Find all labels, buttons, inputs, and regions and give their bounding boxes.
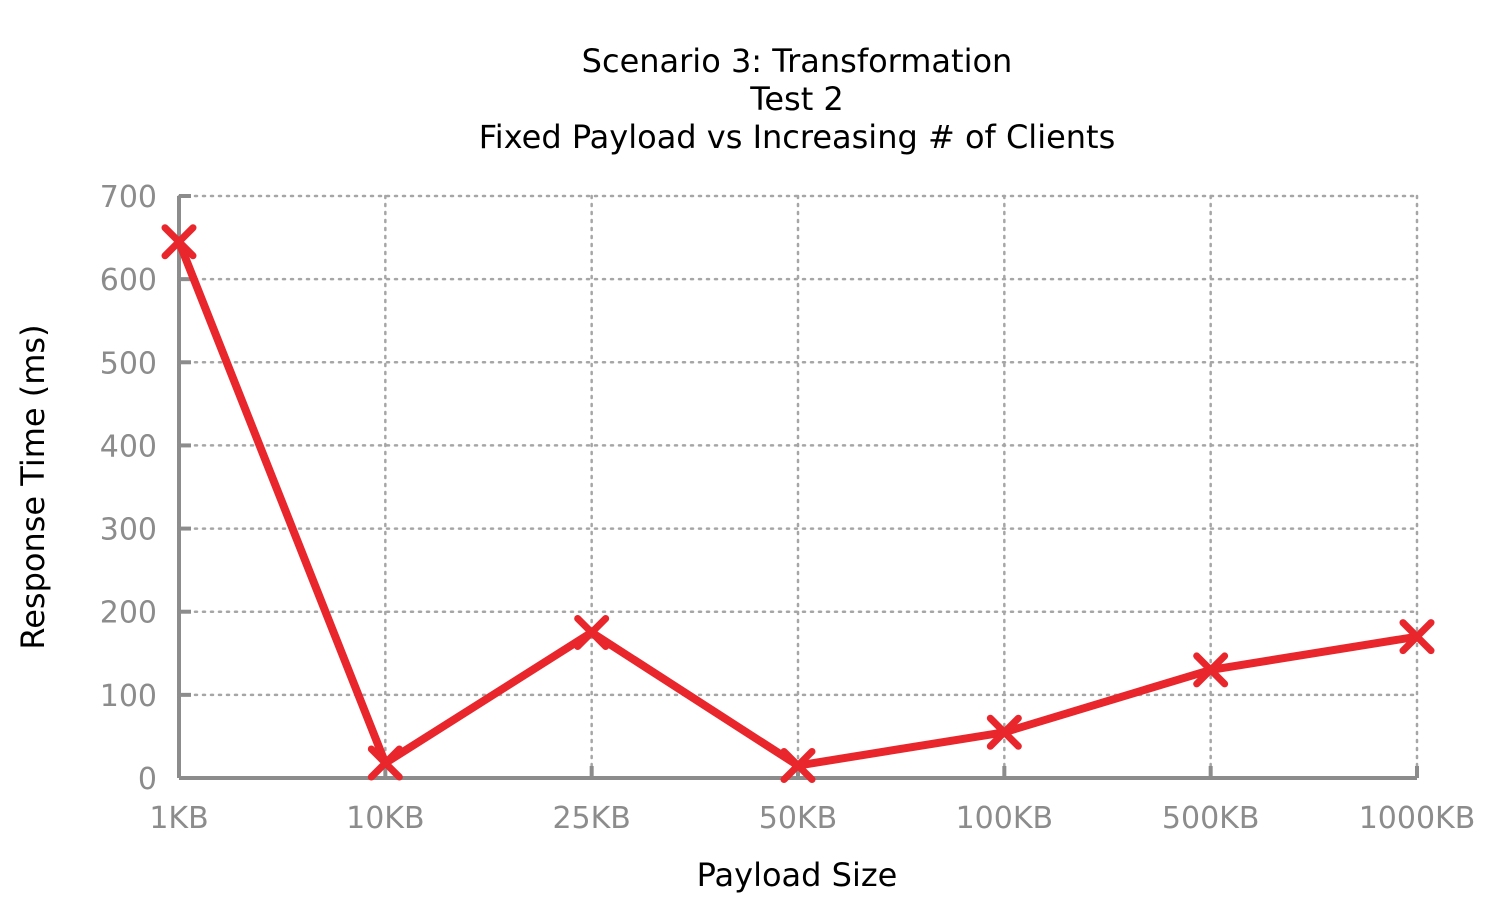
marker-stroke — [986, 714, 1022, 750]
marker-stroke — [1399, 619, 1435, 655]
x-tick-label: 25KB — [552, 801, 630, 836]
y-tick-label: 600 — [100, 263, 157, 298]
marker-stroke — [1193, 652, 1229, 688]
data-point-marker — [1399, 619, 1435, 655]
x-tick-label: 100KB — [956, 801, 1054, 836]
grid — [177, 194, 1419, 780]
data-point-marker — [1193, 652, 1229, 688]
x-tick-label: 1KB — [149, 801, 208, 836]
y-tick-label: 200 — [100, 596, 157, 631]
x-tick-label: 500KB — [1162, 801, 1260, 836]
series-0 — [161, 224, 1435, 784]
y-tick-label: 500 — [100, 346, 157, 381]
y-tick-label: 100 — [100, 679, 157, 714]
marker-stroke — [574, 615, 610, 650]
marker-stroke — [161, 224, 197, 260]
y-tick-label: 700 — [100, 180, 157, 215]
chart-title: Scenario 3: Transformation Test 2 Fixed … — [479, 42, 1116, 156]
chart-title-line-3: Fixed Payload vs Increasing # of Clients — [479, 118, 1116, 156]
marker-stroke — [367, 745, 403, 781]
axes — [177, 194, 1419, 780]
data-point-marker — [367, 745, 403, 781]
data-point-marker — [161, 224, 197, 260]
series — [161, 224, 1435, 784]
chart-title-line-1: Scenario 3: Transformation — [582, 42, 1013, 80]
y-tick-label: 0 — [138, 762, 157, 797]
x-tick-label: 50KB — [759, 801, 837, 836]
x-tick-label: 10KB — [346, 801, 424, 836]
data-point-marker — [986, 714, 1022, 750]
chart-title-line-2: Test 2 — [749, 80, 844, 118]
x-tick-label: 1000KB — [1359, 801, 1476, 836]
x-axis-title: Payload Size — [697, 856, 898, 894]
data-point-marker — [780, 748, 816, 784]
y-tick-label: 400 — [100, 429, 157, 464]
y-tick-label: 300 — [100, 513, 157, 548]
y-axis-title: Response Time (ms) — [14, 324, 52, 649]
data-point-marker — [574, 615, 610, 650]
tick-labels: 0 100 200 300 400 500 600 700 1KB 10KB 25KB 50KB 100… — [100, 180, 1476, 836]
marker-stroke — [780, 748, 816, 784]
